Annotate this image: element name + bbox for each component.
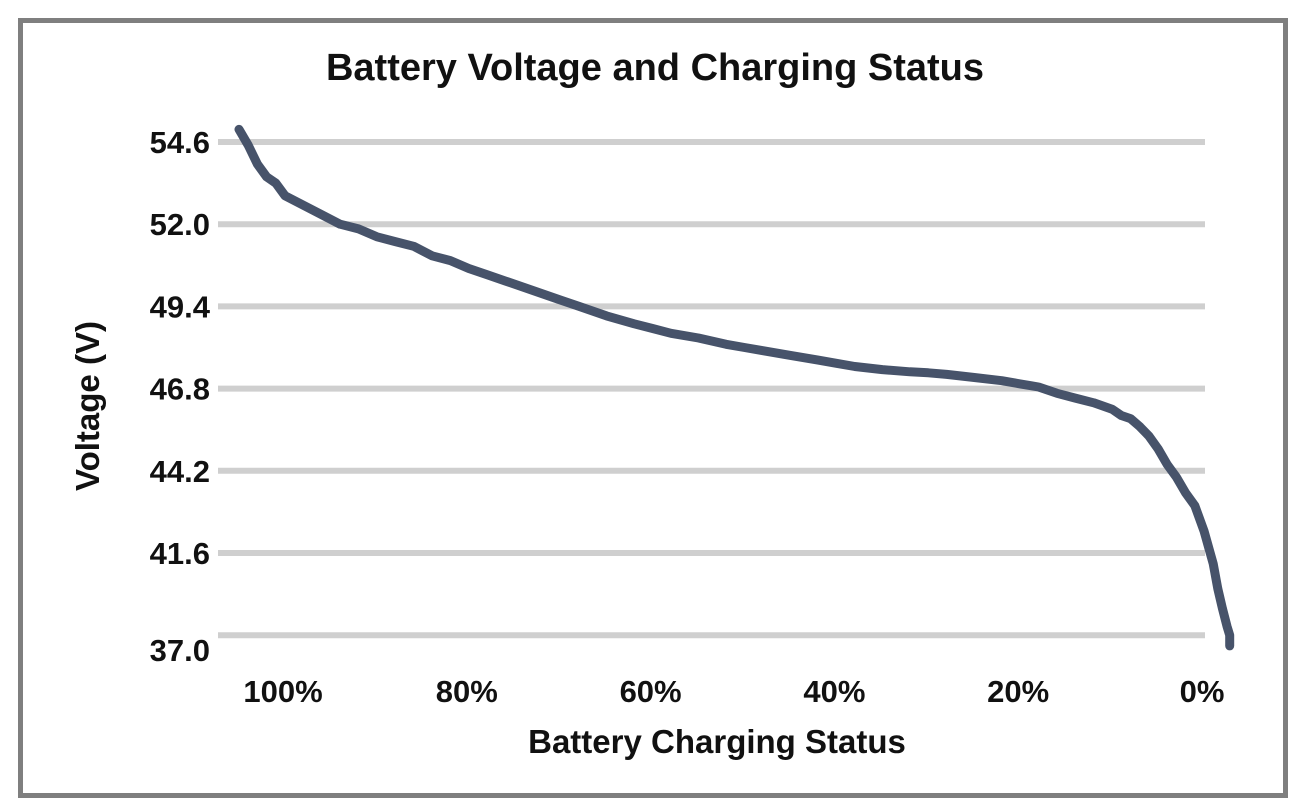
- x-axis-label: Battery Charging Status: [528, 723, 906, 760]
- y-axis-label: Voltage (V): [69, 321, 106, 491]
- y-tick-label: 41.6: [150, 536, 210, 571]
- chart-frame: Battery Voltage and Charging Status 54.6…: [18, 18, 1288, 798]
- x-tick-label: 60%: [620, 674, 682, 709]
- y-tick-label: 44.2: [150, 454, 210, 489]
- y-tick-label: 37.0: [150, 633, 210, 668]
- y-tick-label: 49.4: [150, 289, 211, 324]
- chart-title: Battery Voltage and Charging Status: [326, 47, 984, 89]
- gridlines: [218, 139, 1205, 639]
- battery-voltage-chart: Battery Voltage and Charging Status 54.6…: [69, 47, 1235, 760]
- y-axis-ticks: 54.6 52.0 49.4 46.8 44.2 41.6 37.0: [150, 125, 211, 668]
- x-tick-label: 20%: [987, 674, 1049, 709]
- voltage-series-line: [234, 124, 1235, 651]
- x-tick-label: 40%: [803, 674, 865, 709]
- y-tick-label: 46.8: [150, 372, 210, 407]
- y-tick-label: 54.6: [150, 125, 210, 160]
- x-axis-ticks: 100% 80% 60% 40% 20% 0%: [243, 674, 1224, 709]
- x-tick-label: 80%: [436, 674, 498, 709]
- y-tick-label: 52.0: [150, 207, 210, 242]
- x-tick-label: 0%: [1180, 674, 1225, 709]
- x-tick-label: 100%: [243, 674, 322, 709]
